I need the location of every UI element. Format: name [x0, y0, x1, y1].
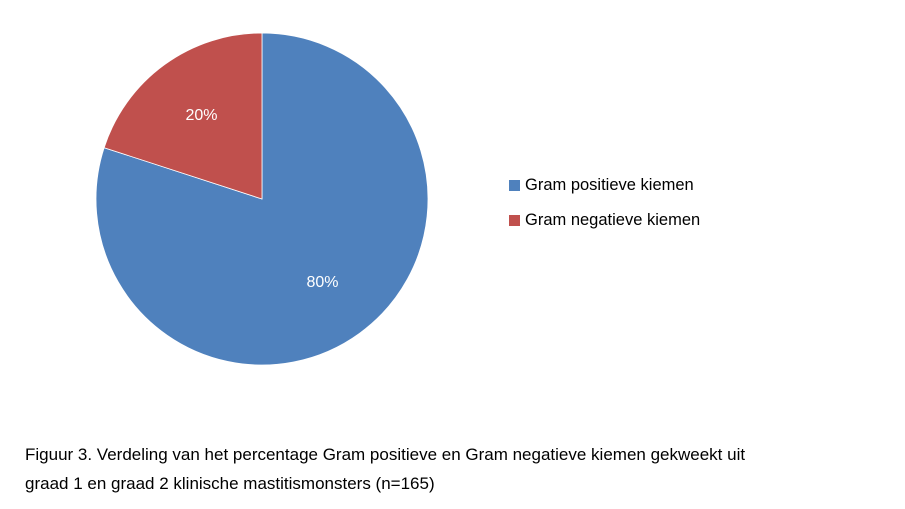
- pie-chart-svg: 80% 20%: [95, 32, 429, 366]
- legend-label-gram-negative: Gram negatieve kiemen: [525, 211, 701, 229]
- pie-slice-gram-negative: [103, 32, 263, 200]
- legend-label-gram-positive: Gram positieve kiemen: [525, 176, 694, 194]
- caption-line-2: graad 1 en graad 2 klinische mastitismon…: [25, 474, 435, 493]
- legend: Gram positieve kiemen Gram negatieve kie…: [509, 168, 700, 238]
- pie-label-gram-positive: 80%: [306, 274, 338, 291]
- pie-slice-gram-positive: [95, 32, 429, 366]
- legend-item-gram-positive: Gram positieve kiemen: [509, 168, 700, 203]
- legend-swatch-gram-negative: [509, 215, 520, 226]
- pie-label-gram-negative: 20%: [185, 107, 217, 124]
- legend-swatch-gram-positive: [509, 180, 520, 191]
- legend-item-gram-negative: Gram negatieve kiemen: [509, 203, 700, 238]
- figure-caption: Figuur 3. Verdeling van het percentage G…: [25, 440, 895, 498]
- caption-line-1: Figuur 3. Verdeling van het percentage G…: [25, 445, 746, 464]
- pie-chart: 80% 20% Gram positieve kiemen Gram negati…: [95, 32, 700, 366]
